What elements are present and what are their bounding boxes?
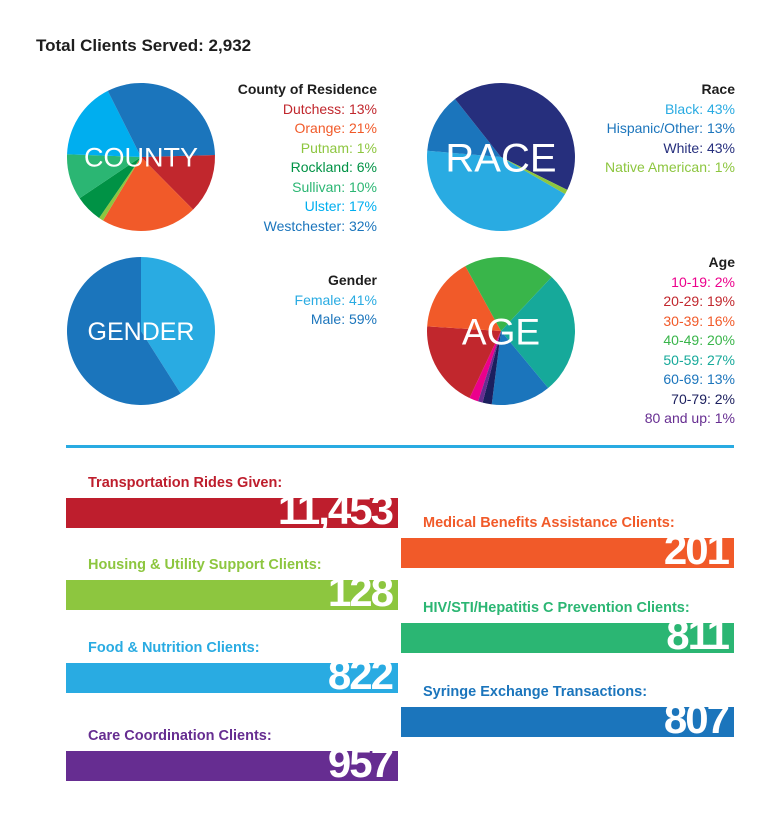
- stat-label: Medical Benefits Assistance Clients:: [423, 515, 675, 531]
- age-legend-title: Age: [708, 254, 735, 270]
- stat-medical-benefits: Medical Benefits Assistance Clients: 201: [401, 515, 734, 571]
- legend-item: 80 and up: 1%: [644, 410, 735, 426]
- stat-bar: 811: [401, 614, 734, 656]
- legend-item: Native American: 1%: [605, 159, 735, 175]
- stat-label: Transportation Rides Given:: [88, 475, 283, 491]
- stat-value: 957: [327, 739, 394, 786]
- gender-legend-title: Gender: [327, 272, 377, 288]
- pie-slice-male: [66, 257, 181, 405]
- legend-item: Hispanic/Other: 13%: [606, 120, 735, 136]
- pie-center-label: AGE: [462, 311, 540, 352]
- age-pie-chart: AGE: [426, 256, 576, 406]
- stat-label: HIV/STI/Hepatitis C Prevention Clients:: [423, 600, 690, 616]
- legend-item: 10-19: 2%: [671, 273, 735, 290]
- stat-label: Housing & Utility Support Clients:: [88, 557, 322, 573]
- legend-item: 70-79: 2%: [671, 390, 735, 407]
- pie-slice-sullivan: [67, 154, 141, 199]
- stat-housing: Housing & Utility Support Clients: 128: [66, 557, 398, 613]
- stat-food: Food & Nutrition Clients: 822: [66, 640, 398, 696]
- pie-slice-10-19: [469, 331, 501, 402]
- stat-value: 201: [663, 526, 730, 573]
- gender-pie-chart: GENDER: [66, 256, 216, 406]
- gender-legend: Gender Female: 41% Male: 59%: [295, 271, 377, 330]
- stat-bar: 822: [66, 654, 398, 696]
- stat-hiv-prevention: HIV/STI/Hepatitis C Prevention Clients: …: [401, 600, 734, 656]
- stat-label: Syringe Exchange Transactions:: [423, 684, 648, 700]
- stat-bar: 807: [401, 698, 734, 740]
- legend-item: 60-69: 13%: [663, 371, 735, 387]
- legend-item: 50-59: 27%: [663, 351, 735, 368]
- pie-slice-80-and-up: [478, 331, 501, 403]
- stat-bar: 128: [66, 571, 398, 613]
- age-legend: Age 10-19: 2% 20-29: 19% 30-39: 16% 40-49: …: [645, 253, 735, 429]
- pie-slice-female: [141, 257, 215, 394]
- race-pie-svg: RACE: [427, 83, 575, 232]
- stat-bar: 957: [66, 742, 398, 784]
- county-pie-svg: COUNTY: [67, 83, 215, 232]
- pie-center-label: GENDER: [88, 318, 195, 346]
- stat-value: 822: [327, 651, 394, 698]
- pie-slice-hispanic-other: [427, 99, 501, 157]
- pie-center-label: RACE: [445, 136, 556, 180]
- race-pie-chart: RACE: [426, 82, 576, 232]
- gender-pie-svg: GENDER: [66, 257, 215, 405]
- section-divider: [66, 445, 734, 448]
- legend-item: Dutchess: 13%: [282, 100, 377, 117]
- pie-slice-white: [455, 83, 575, 190]
- legend-item: Orange: 21%: [294, 120, 378, 136]
- pie-slice-50-59: [501, 277, 576, 389]
- stat-transportation: Transportation Rides Given: 11,453: [66, 475, 398, 531]
- pie-slice-orange: [103, 157, 194, 232]
- stat-label: Food & Nutrition Clients:: [88, 640, 260, 656]
- legend-item: 40-49: 20%: [663, 332, 735, 348]
- pie-slice-native-american: [501, 157, 568, 194]
- stat-value: 11,453: [277, 486, 394, 533]
- stat-label: Care Coordination Clients:: [88, 728, 272, 744]
- legend-item: Putnam: 1%: [300, 139, 377, 156]
- stat-bar: 11,453: [66, 489, 398, 531]
- legend-item: 20-29: 19%: [663, 293, 735, 309]
- county-pie-chart: COUNTY: [66, 82, 216, 232]
- race-legend: Race Black: 43% Hispanic/Other: 13% White:…: [605, 80, 735, 178]
- pie-slice-westchester: [107, 83, 215, 157]
- legend-item: Black: 43%: [664, 100, 735, 117]
- pie-slice-60-69: [491, 331, 549, 406]
- pie-slice-dutchess: [141, 155, 215, 210]
- pie-slice-rockland: [79, 157, 141, 218]
- legend-item: Sullivan: 10%: [292, 178, 377, 195]
- total-clients-heading: Total Clients Served: 2,932: [36, 36, 252, 55]
- pie-center-label: COUNTY: [84, 143, 198, 173]
- stat-value: 811: [666, 611, 730, 658]
- legend-item: Female: 41%: [294, 291, 377, 308]
- legend-item: Ulster: 17%: [304, 198, 377, 214]
- pie-slice-40-49: [465, 256, 552, 331]
- race-legend-title: Race: [701, 81, 735, 97]
- stat-bar: 201: [401, 529, 734, 571]
- legend-item: Male: 59%: [310, 311, 377, 327]
- county-legend: County of Residence Dutchess: 13% Orange:…: [238, 80, 377, 236]
- pie-slice-putnam: [99, 157, 141, 221]
- pie-slice-ulster: [67, 90, 141, 157]
- pie-slice-30-39: [427, 266, 501, 331]
- age-pie-svg: AGE: [427, 256, 576, 406]
- stat-care-coordination: Care Coordination Clients: 957: [66, 728, 398, 784]
- pie-slice-black: [427, 150, 566, 232]
- stat-value: 128: [327, 568, 394, 615]
- legend-item: Rockland: 6%: [290, 159, 377, 175]
- stat-value: 807: [663, 695, 730, 742]
- legend-item: 30-39: 16%: [663, 312, 735, 329]
- pie-slice-70-79: [482, 331, 501, 405]
- county-legend-title: County of Residence: [237, 81, 377, 97]
- pie-slice-20-29: [427, 326, 501, 398]
- stat-syringe-exchange: Syringe Exchange Transactions: 807: [401, 684, 734, 740]
- legend-item: White: 43%: [663, 139, 735, 156]
- legend-item: Westchester: 32%: [263, 217, 377, 234]
